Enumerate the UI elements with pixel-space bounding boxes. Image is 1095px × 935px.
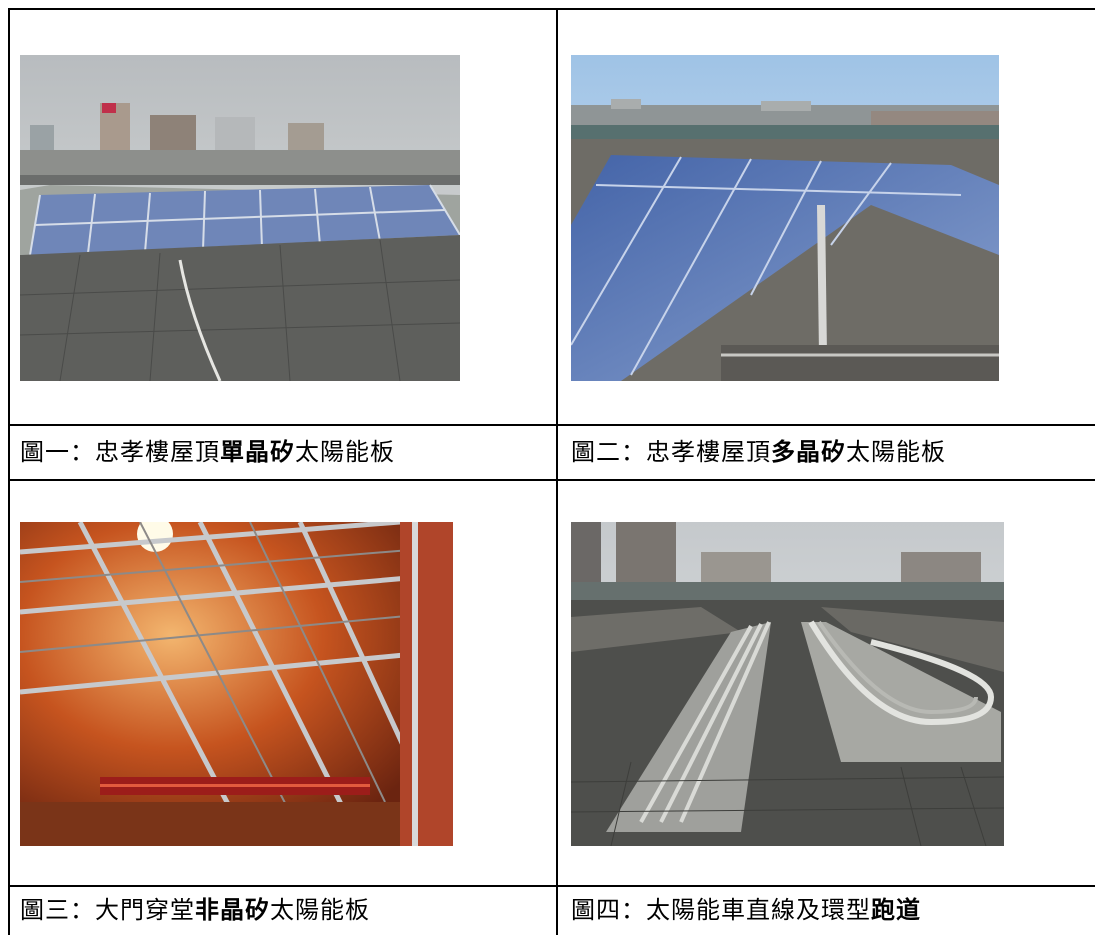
caption-figure-3-prefix: 圖三：大門穿堂 (20, 896, 195, 924)
table-border-left (8, 8, 10, 935)
caption-figure-2: 圖二：忠孝樓屋頂多晶矽太陽能板 (571, 437, 946, 467)
photo-mono-silicon-roof (20, 55, 460, 381)
caption-figure-4: 圖四：太陽能車直線及環型跑道 (571, 895, 921, 925)
table-border-middle (556, 8, 558, 935)
caption-figure-3-bold: 非晶矽 (195, 895, 270, 924)
caption-figure-3-suffix: 太陽能板 (270, 896, 370, 924)
table-border-row2 (8, 479, 1095, 481)
caption-figure-1-suffix: 太陽能板 (295, 438, 395, 466)
table-border-top (8, 8, 1095, 10)
photo-amorphous-silicon-canopy (20, 522, 453, 846)
caption-figure-3: 圖三：大門穿堂非晶矽太陽能板 (20, 895, 370, 925)
caption-figure-4-prefix: 圖四：太陽能車直線及環型 (571, 896, 871, 924)
caption-figure-1-bold: 單晶矽 (220, 437, 295, 466)
caption-figure-2-prefix: 圖二：忠孝樓屋頂 (571, 438, 771, 466)
table-border-row3 (8, 885, 1095, 887)
photo-poly-silicon-roof (571, 55, 999, 381)
photo-solar-car-track (571, 522, 1004, 846)
caption-figure-1: 圖一：忠孝樓屋頂單晶矽太陽能板 (20, 437, 395, 467)
caption-figure-2-bold: 多晶矽 (771, 437, 846, 466)
caption-figure-4-bold: 跑道 (871, 895, 921, 924)
table-border-row1 (8, 424, 1095, 426)
caption-figure-2-suffix: 太陽能板 (846, 438, 946, 466)
caption-figure-1-prefix: 圖一：忠孝樓屋頂 (20, 438, 220, 466)
